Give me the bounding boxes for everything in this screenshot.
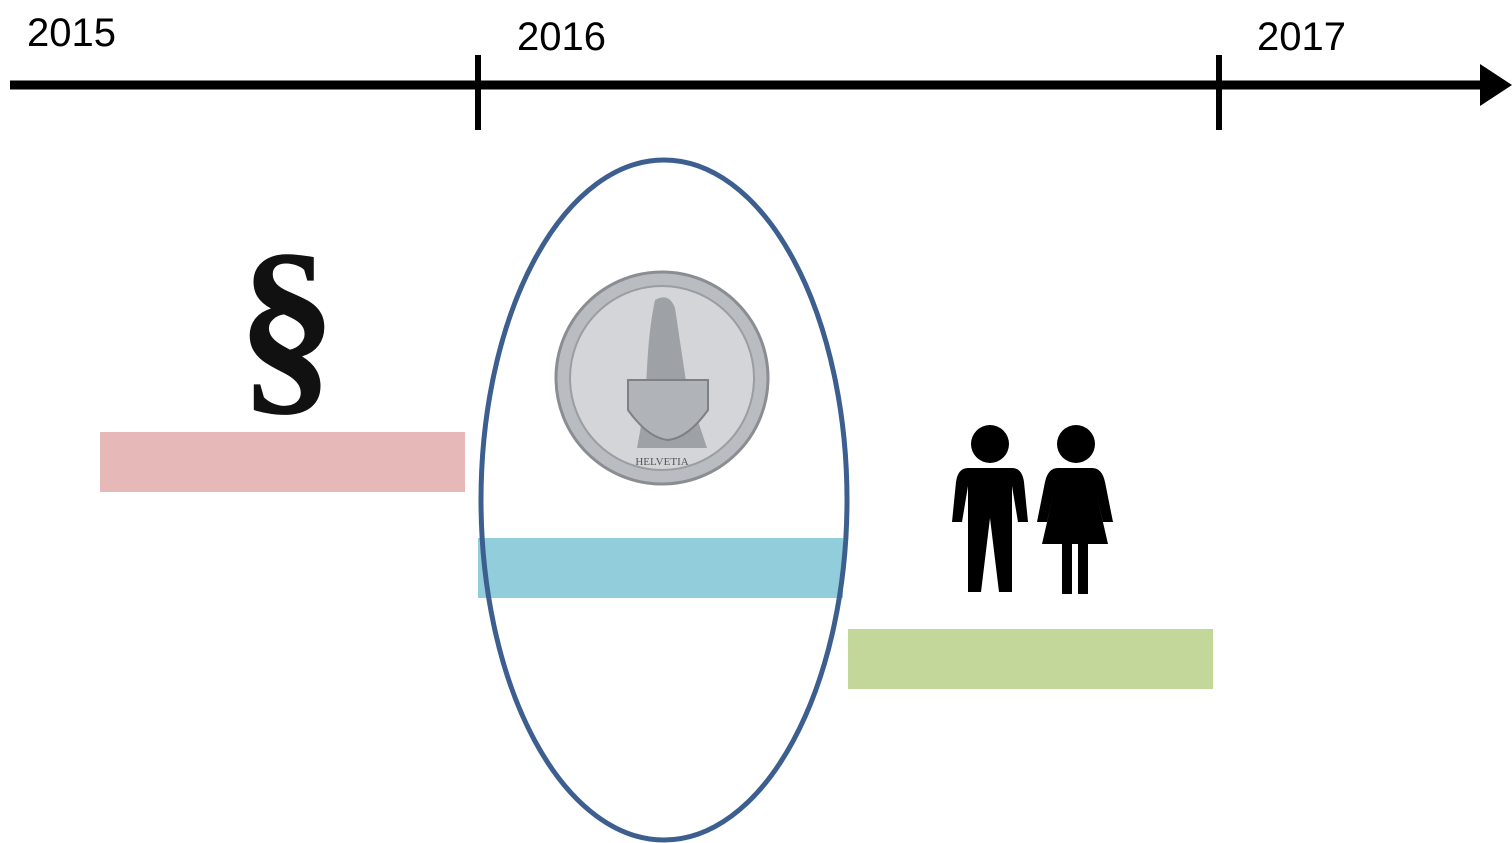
phase-bar	[848, 629, 1213, 689]
year-label: 2017	[1257, 15, 1346, 59]
woman-body	[1037, 468, 1113, 594]
man-head	[971, 425, 1009, 463]
man-body	[952, 468, 1028, 592]
coin-text: HELVETIA	[635, 456, 688, 468]
year-label: 2016	[517, 15, 606, 59]
people-icon	[952, 425, 1113, 594]
diagram: 2015 2016 2017 § HELVETIA	[0, 0, 1512, 843]
phase-bar	[100, 432, 465, 492]
year-label: 2015	[27, 11, 116, 55]
woman-head	[1057, 425, 1095, 463]
coin-icon: HELVETIA	[556, 272, 768, 484]
section-icon: §	[237, 213, 337, 434]
axis-arrow	[1480, 64, 1512, 106]
phase-bar	[478, 538, 843, 598]
highlight-ellipse	[481, 160, 847, 840]
page: 2015 2016 2017 § HELVETIA (() => { const…	[0, 0, 1512, 843]
